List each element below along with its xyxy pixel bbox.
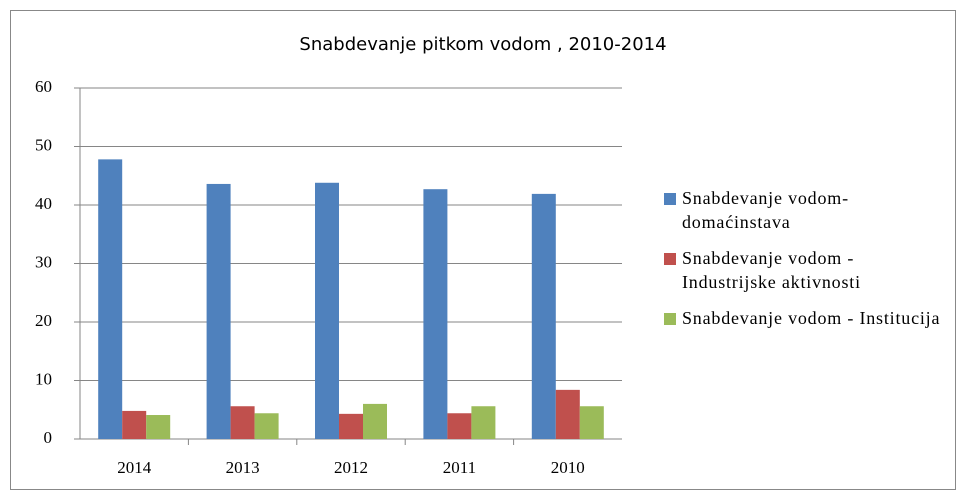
bar (579, 406, 604, 439)
legend-label: Snabdevanje vodom - Industrijske aktivno… (682, 248, 861, 292)
x-tick-label: 2011 (443, 458, 476, 477)
x-tick-label: 2010 (551, 458, 585, 477)
bar (98, 159, 123, 439)
bar (555, 389, 580, 439)
chart-title: Snabdevanje pitkom vodom , 2010-2014 (299, 34, 666, 55)
bar (315, 182, 339, 439)
bar (531, 193, 556, 439)
legend-label: Snabdevanje vodom-domaćinstava (682, 188, 849, 232)
y-tick-label: 20 (35, 311, 52, 330)
bar (363, 403, 387, 439)
legend-swatch (664, 313, 676, 325)
bar (471, 406, 496, 439)
legend-entry: Snabdevanje vodom-domaćinstava (664, 186, 954, 234)
legend-entry: Snabdevanje vodom - Industrijske aktivno… (664, 246, 954, 294)
bar (339, 413, 363, 439)
x-tick-label: 2013 (226, 458, 260, 477)
chart-frame (10, 10, 956, 490)
y-tick-label: 40 (35, 194, 52, 213)
y-tick-label: 60 (35, 77, 52, 96)
bar (254, 413, 279, 439)
bar (447, 413, 472, 439)
x-tick-label: 2014 (117, 458, 152, 477)
bar (146, 415, 171, 439)
legend-label: Snabdevanje vodom - Institucija (682, 308, 941, 328)
legend: Snabdevanje vodom-domaćinstava Snabdevanj… (664, 186, 954, 342)
bar (423, 189, 448, 439)
bar (122, 410, 147, 439)
y-tick-label: 30 (35, 252, 52, 271)
legend-swatch (664, 193, 676, 205)
bar (230, 406, 255, 439)
y-tick-label: 50 (35, 135, 52, 154)
y-tick-label: 0 (44, 428, 53, 447)
legend-swatch (664, 253, 676, 265)
y-tick-label: 10 (35, 369, 52, 388)
x-tick-label: 2012 (334, 458, 368, 477)
legend-entry: Snabdevanje vodom - Institucija (664, 306, 954, 330)
bar (206, 183, 231, 439)
